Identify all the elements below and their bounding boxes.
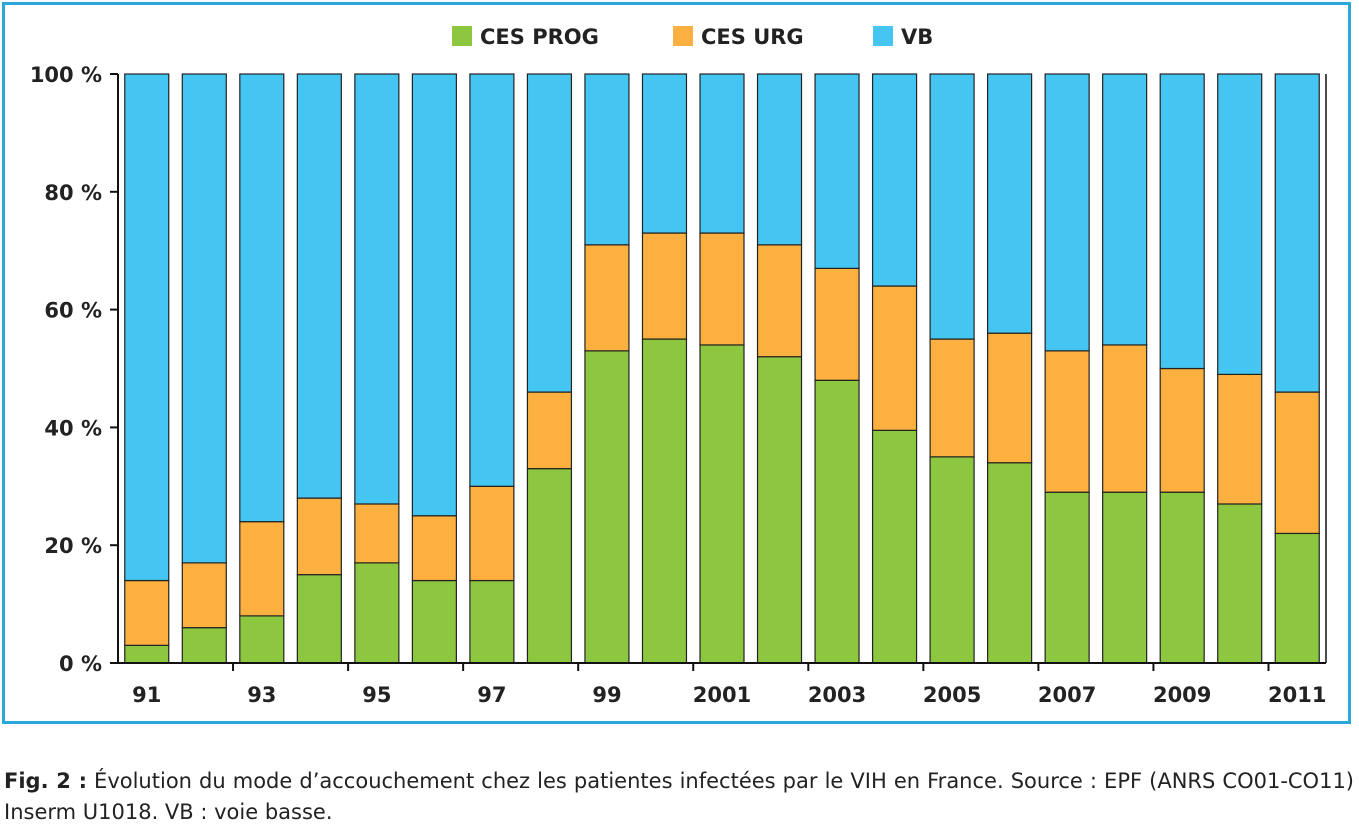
x-tick-label: 2009 [1153, 683, 1211, 707]
bar-1992-1 [181, 562, 227, 629]
bar-1991-2 [124, 73, 170, 582]
bar-1992-2 [181, 73, 227, 564]
x-tick-label: 2001 [693, 683, 751, 707]
bar-2003-0 [814, 379, 860, 664]
bar-2010-2 [1217, 73, 1263, 375]
bar-1995-1 [354, 503, 400, 564]
axes [117, 74, 1327, 664]
bar-2001-2 [699, 73, 745, 234]
x-tick-label: 2007 [1038, 683, 1096, 707]
bar-2008-2 [1102, 73, 1148, 346]
bar-1994-2 [296, 73, 342, 499]
bar-2010-0 [1217, 503, 1263, 664]
bars [124, 73, 1320, 664]
x-tick-label: 93 [247, 683, 276, 707]
bar-2003-1 [814, 267, 860, 381]
bar-2001-1 [699, 232, 745, 346]
y-tick-label: 0 % [59, 652, 102, 676]
bar-1997-0 [469, 579, 515, 664]
legend-label-0: CES PROG [480, 25, 599, 49]
x-axis-ticks: 91 93 95 97 99 2001 2003 2005 2007 2009 2011 [132, 663, 1326, 707]
bar-1992-0 [181, 627, 227, 664]
bar-1996-2 [411, 73, 457, 517]
legend-label-1: CES URG [701, 25, 804, 49]
bar-1995-2 [354, 73, 400, 505]
x-tick-label: 91 [132, 683, 161, 707]
bar-1993-0 [239, 615, 285, 664]
bar-2007-0 [1044, 491, 1090, 664]
bar-2000-1 [641, 232, 688, 340]
bar-1996-0 [411, 579, 457, 664]
bar-2005-1 [929, 338, 975, 458]
bar-2010-1 [1217, 373, 1263, 505]
bar-1997-2 [469, 73, 515, 487]
figure-caption: Fig. 2 : Évolution du mode d’accouchemen… [4, 766, 1354, 828]
y-tick-label: 100 % [30, 63, 102, 87]
bar-2004-0 [871, 429, 918, 664]
bar-2006-2 [987, 73, 1033, 334]
bar-1998-0 [526, 468, 573, 664]
legend-swatch-0 [452, 26, 472, 46]
bar-1994-0 [296, 574, 342, 664]
bar-1999-2 [584, 73, 630, 246]
bar-1994-1 [296, 497, 342, 576]
bar-2006-1 [987, 332, 1033, 464]
y-tick-label: 40 % [44, 416, 102, 440]
bar-2008-0 [1102, 491, 1148, 664]
bar-1999-0 [584, 350, 630, 664]
x-tick-label: 97 [477, 683, 506, 707]
y-tick-label: 20 % [44, 534, 102, 558]
bar-2004-2 [871, 73, 918, 287]
x-tick-label: 2011 [1268, 683, 1326, 707]
bar-1995-0 [354, 562, 400, 664]
bar-2009-2 [1159, 73, 1205, 370]
bar-1991-0 [124, 644, 170, 664]
bar-2005-0 [929, 456, 975, 664]
bar-2002-0 [756, 356, 803, 664]
x-tick-label: 95 [362, 683, 391, 707]
bar-1993-2 [239, 73, 285, 523]
bar-2004-1 [871, 285, 918, 431]
bar-2006-0 [987, 462, 1033, 664]
legend-label-2: VB [901, 25, 933, 49]
bar-2001-0 [699, 344, 745, 664]
bar-2007-2 [1044, 73, 1090, 352]
bar-2007-1 [1044, 350, 1090, 493]
bar-1998-1 [526, 391, 573, 470]
bar-2011-2 [1274, 73, 1320, 393]
bar-2005-2 [929, 73, 975, 340]
bar-2002-2 [756, 73, 803, 246]
x-tick-label: 2005 [923, 683, 981, 707]
bar-2003-2 [814, 73, 860, 269]
bar-1997-1 [469, 485, 515, 582]
x-tick-label: 2003 [808, 683, 866, 707]
y-tick-label: 60 % [44, 299, 102, 323]
y-tick-label: 80 % [44, 181, 102, 205]
bar-1999-1 [584, 244, 630, 352]
stacked-bar-chart: CES PROG CES URG VB 0 % 20 % 40 % 60 % 80 % 100… [30, 25, 1327, 707]
legend: CES PROG CES URG VB [452, 25, 933, 49]
legend-swatch-1 [673, 26, 693, 46]
bar-1998-2 [526, 73, 573, 393]
bar-2011-0 [1274, 532, 1320, 664]
bar-2011-1 [1274, 391, 1320, 535]
bar-2000-2 [641, 73, 688, 234]
bar-2002-1 [756, 244, 803, 358]
bar-1991-1 [124, 579, 170, 646]
y-axis-ticks: 0 % 20 % 40 % 60 % 80 % 100 % [30, 63, 118, 676]
bar-2008-1 [1102, 344, 1148, 493]
caption-text: Évolution du mode d’accouchement chez le… [4, 769, 1354, 824]
legend-swatch-2 [873, 26, 893, 46]
caption-label: Fig. 2 : [4, 769, 87, 793]
bar-2000-0 [641, 338, 688, 664]
x-tick-label: 99 [592, 683, 621, 707]
bar-2009-1 [1159, 367, 1205, 493]
bar-1996-1 [411, 515, 457, 582]
bar-2009-0 [1159, 491, 1205, 664]
bar-1993-1 [239, 521, 285, 617]
